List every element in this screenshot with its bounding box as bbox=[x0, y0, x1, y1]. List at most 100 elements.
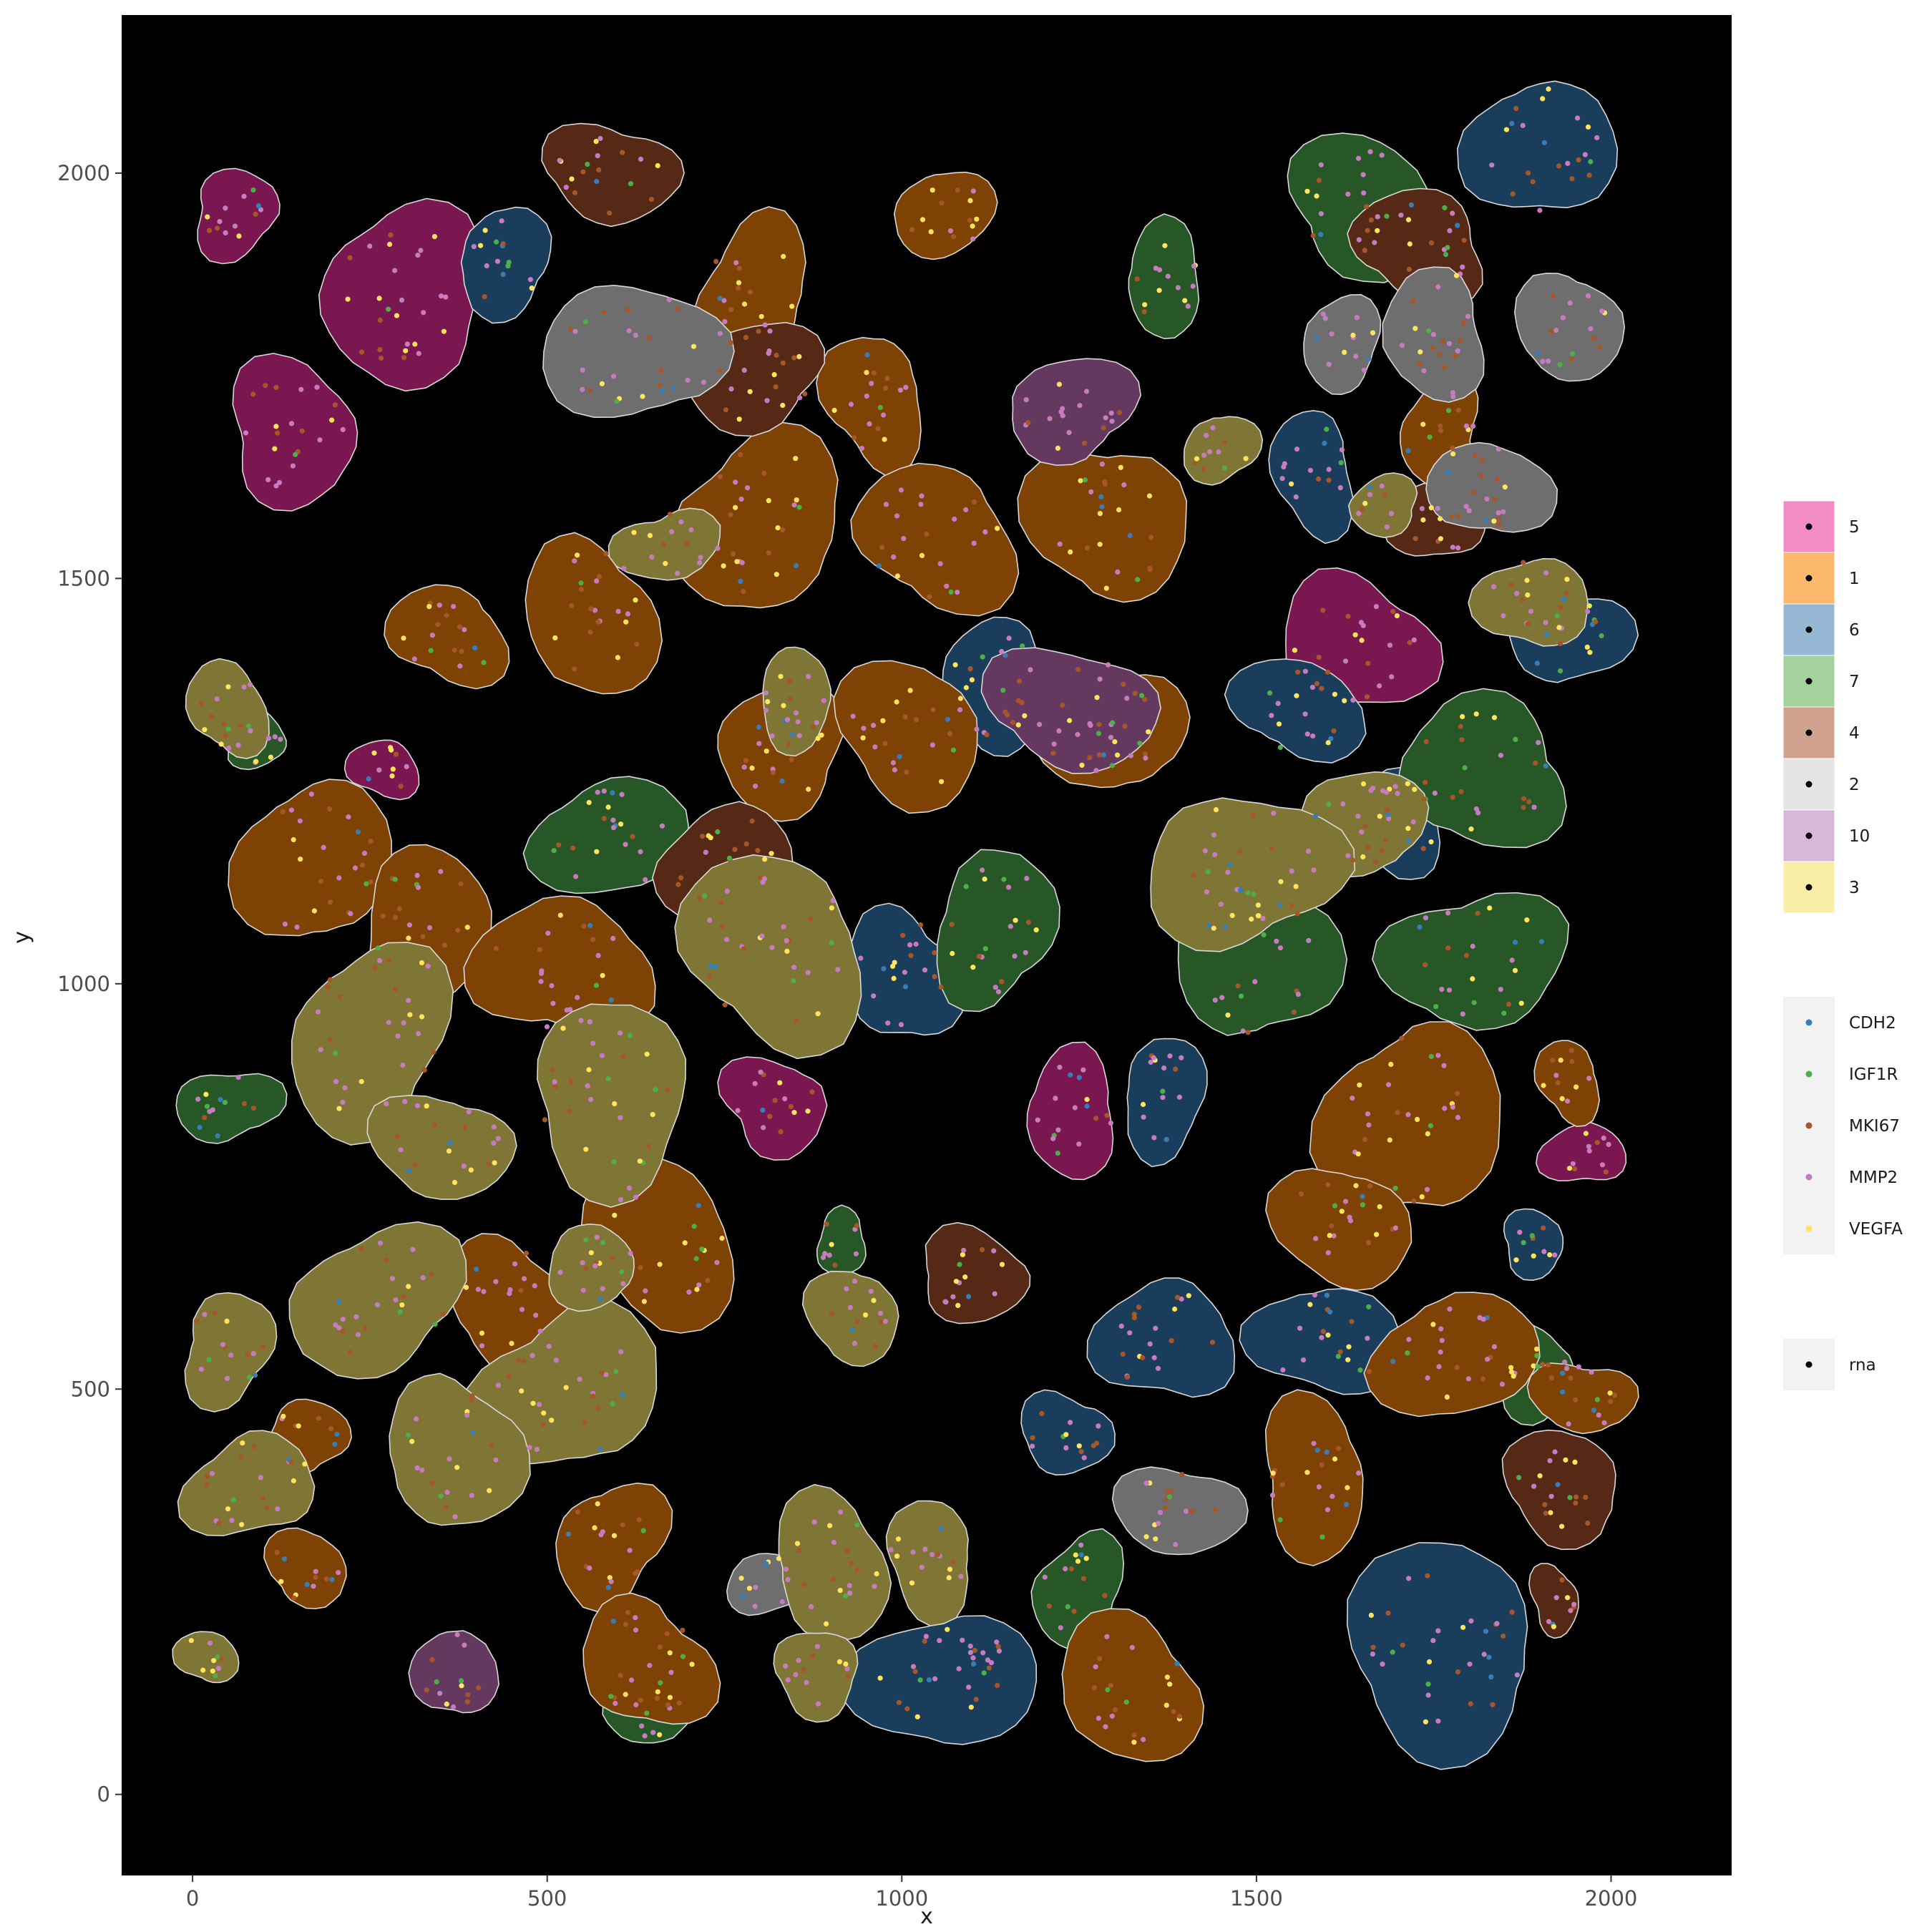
rna-point-mmp2 bbox=[494, 258, 501, 264]
rna-point-mmp2 bbox=[1345, 191, 1351, 197]
rna-point-igf1r bbox=[225, 726, 231, 732]
rna-point-mki67 bbox=[1461, 238, 1467, 243]
rna-point-mmp2 bbox=[288, 807, 294, 813]
rna-point-mki67 bbox=[337, 994, 343, 1000]
rna-point-mmp2 bbox=[628, 1250, 633, 1257]
rna-point-mmp2 bbox=[1370, 1652, 1375, 1657]
rna-point-vegfa bbox=[1163, 1702, 1169, 1708]
rna-point-mmp2 bbox=[1498, 987, 1503, 992]
rna-point-mmp2 bbox=[963, 507, 969, 513]
rna-point-mki67 bbox=[556, 842, 562, 848]
rna-point-mmp2 bbox=[530, 1352, 535, 1358]
rna-point-mmp2 bbox=[1450, 394, 1456, 399]
rna-point-vegfa bbox=[1420, 421, 1426, 427]
rna-point-mmp2 bbox=[232, 223, 238, 229]
rna-point-mmp2 bbox=[1148, 1059, 1153, 1065]
rna-point-mki67 bbox=[327, 977, 333, 982]
rna-point-cdh2 bbox=[610, 1619, 616, 1624]
rna-point-mmp2 bbox=[643, 1288, 648, 1294]
rna-point-mmp2 bbox=[507, 1291, 512, 1297]
rna-point-mki67 bbox=[1078, 1449, 1084, 1455]
rna-point-mmp2 bbox=[1156, 267, 1163, 273]
rna-point-mmp2 bbox=[1340, 801, 1346, 807]
rna-point-mmp2 bbox=[195, 1096, 201, 1102]
rna-point-mki67 bbox=[1370, 1644, 1376, 1650]
cell-cluster-1 bbox=[228, 779, 392, 937]
rna-point-mki67 bbox=[1583, 1495, 1589, 1501]
rna-point-igf1r bbox=[1462, 765, 1468, 771]
rna-point-mmp2 bbox=[1552, 1449, 1558, 1455]
rna-point-mki67 bbox=[340, 1329, 346, 1335]
rna-point-vegfa bbox=[982, 877, 987, 882]
rna-point-mki67 bbox=[1175, 1294, 1181, 1300]
rna-point-vegfa bbox=[719, 1235, 725, 1241]
rna-point-cdh2 bbox=[1483, 517, 1488, 523]
rna-point-mmp2 bbox=[1435, 1053, 1441, 1058]
rna-point-mki67 bbox=[879, 545, 885, 550]
rna-point-mki67 bbox=[1440, 338, 1446, 344]
rna-point-mki67 bbox=[1221, 439, 1227, 445]
rna-point-mmp2 bbox=[1514, 590, 1520, 596]
rna-point-mmp2 bbox=[564, 1008, 570, 1013]
rna-point-mmp2 bbox=[1375, 214, 1380, 220]
rna-point-mmp2 bbox=[557, 1269, 563, 1275]
rna-point-vegfa bbox=[829, 1241, 834, 1247]
rna-point-vegfa bbox=[1022, 713, 1028, 718]
rna-point-mmp2 bbox=[1063, 1566, 1068, 1572]
rna-point-vegfa bbox=[928, 229, 934, 235]
rna-point-vegfa bbox=[211, 1658, 217, 1664]
rna-point-mmp2 bbox=[248, 682, 253, 688]
rna-point-cdh2 bbox=[1534, 660, 1540, 666]
y-axis-title: y bbox=[9, 931, 34, 944]
rna-point-cdh2 bbox=[897, 753, 902, 759]
rna-point-mki67 bbox=[1460, 321, 1466, 326]
rna-point-mki67 bbox=[523, 1250, 530, 1256]
rna-point-mki67 bbox=[728, 512, 733, 518]
rna-point-vegfa bbox=[1225, 1013, 1231, 1018]
rna-point-cdh2 bbox=[1417, 924, 1423, 930]
rna-point-mki67 bbox=[1365, 660, 1371, 666]
rna-point-mki67 bbox=[1546, 1362, 1551, 1368]
rna-point-mmp2 bbox=[1596, 1413, 1601, 1418]
rna-point-mmp2 bbox=[318, 1047, 323, 1053]
rna-point-mki67 bbox=[260, 1344, 266, 1350]
rna-point-mki67 bbox=[572, 190, 578, 195]
rna-point-mki67 bbox=[368, 879, 374, 885]
rna-point-mki67 bbox=[1108, 1683, 1113, 1689]
rna-point-mki67 bbox=[1454, 1365, 1460, 1370]
rna-point-mki67 bbox=[638, 1264, 643, 1271]
rna-point-mmp2 bbox=[340, 1099, 346, 1105]
rna-point-vegfa bbox=[967, 197, 973, 203]
rna-point-mmp2 bbox=[1601, 1420, 1607, 1425]
rna-point-vegfa bbox=[280, 1413, 286, 1419]
rna-point-cdh2 bbox=[336, 1299, 342, 1305]
rna-point-cdh2 bbox=[1483, 1629, 1489, 1634]
y-tick-label: 2000 bbox=[57, 161, 110, 185]
rna-point-igf1r bbox=[1319, 1534, 1325, 1540]
rna-point-mmp2 bbox=[697, 560, 703, 566]
rna-point-vegfa bbox=[784, 948, 790, 954]
rna-point-mki67 bbox=[1365, 1240, 1372, 1246]
rna-point-mmp2 bbox=[1211, 832, 1217, 838]
rna-point-cdh2 bbox=[1360, 1194, 1365, 1199]
rna-point-mmp2 bbox=[1484, 496, 1490, 502]
rna-point-mmp2 bbox=[1546, 1619, 1552, 1624]
rna-point-mmp2 bbox=[610, 825, 617, 831]
rna-point-mki67 bbox=[1423, 962, 1428, 967]
rna-point-mki67 bbox=[1002, 709, 1008, 715]
cell-cluster-3 bbox=[773, 1632, 859, 1723]
rna-point-vegfa bbox=[864, 370, 869, 376]
rna-point-mmp2 bbox=[633, 1615, 638, 1621]
rna-point-mki67 bbox=[221, 721, 227, 727]
rna-point-vegfa bbox=[1075, 1558, 1081, 1564]
rna-point-mmp2 bbox=[724, 888, 730, 894]
rna-point-mmp2 bbox=[1470, 943, 1475, 950]
rna-point-igf1r bbox=[1109, 763, 1115, 769]
rna-point-vegfa bbox=[1055, 445, 1060, 452]
rna-point-mmp2 bbox=[894, 513, 900, 519]
rna-point-mki67 bbox=[1345, 613, 1351, 619]
rna-point-mmp2 bbox=[1165, 273, 1171, 279]
rna-point-vegfa bbox=[1327, 1233, 1332, 1239]
rna-point-mmp2 bbox=[1368, 788, 1374, 794]
